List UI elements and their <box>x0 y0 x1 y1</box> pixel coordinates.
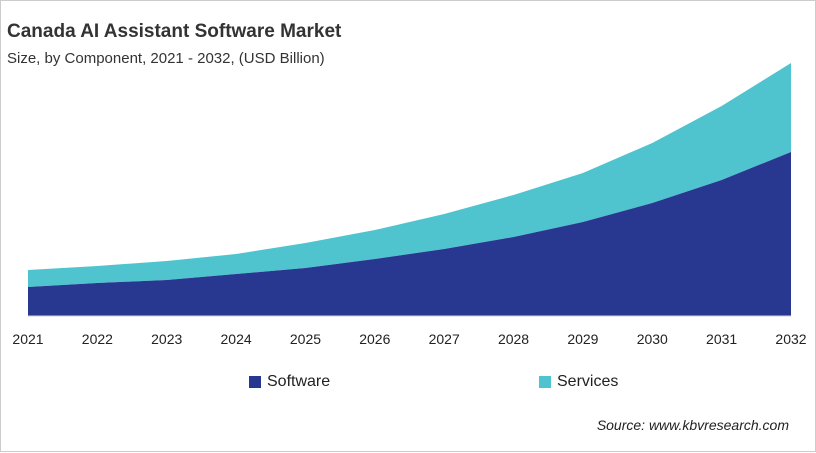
legend-label-software: Software <box>267 373 331 390</box>
chart-subtitle: Size, by Component, 2021 - 2032, (USD Bi… <box>7 50 325 67</box>
x-tick-label: 2026 <box>359 331 390 347</box>
area-services <box>28 63 791 287</box>
legend-item-services: Services <box>539 373 618 391</box>
chart-title: Canada AI Assistant Software Market <box>7 21 342 42</box>
source-note: Source: www.kbvresearch.com <box>596 417 789 433</box>
x-tick-label: 2032 <box>775 331 806 347</box>
x-tick-label: 2028 <box>498 331 529 347</box>
x-tick-label: 2025 <box>290 331 321 347</box>
x-tick-label: 2021 <box>12 331 43 347</box>
area-software <box>28 152 791 316</box>
x-tick-label: 2031 <box>706 331 737 347</box>
legend-swatch-services <box>539 376 551 388</box>
legend-item-software: Software <box>249 373 330 391</box>
legend-swatch-software <box>249 376 261 388</box>
x-tick-label: 2030 <box>637 331 668 347</box>
x-tick-label: 2024 <box>221 331 252 347</box>
x-tick-label: 2023 <box>151 331 182 347</box>
legend-label-services: Services <box>557 373 619 390</box>
x-tick-label: 2027 <box>429 331 460 347</box>
x-tick-label: 2029 <box>567 331 598 347</box>
x-tick-label: 2022 <box>82 331 113 347</box>
